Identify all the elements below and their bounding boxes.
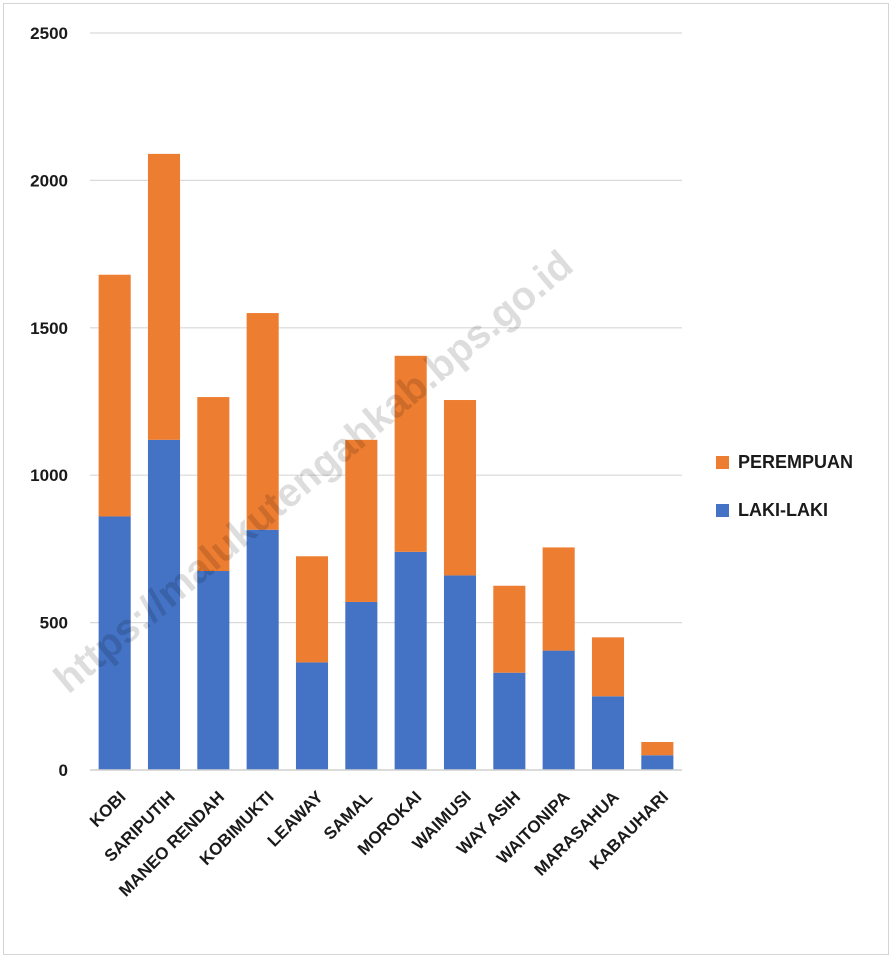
bar-perempuan-kobi [98,274,131,517]
bar-perempuan-morokai [394,355,427,552]
bar-laki-laki-morokai [394,551,427,770]
bar-laki-laki-maneo-rendah [197,571,230,770]
y-tick-label: 0 [59,761,68,780]
legend-swatch [716,456,729,469]
bars [98,153,674,770]
y-tick-label: 1000 [30,466,68,485]
bar-laki-laki-leaway [295,662,329,770]
bar-laki-laki-marasahua [591,696,625,770]
bar-laki-laki-kabauhari [641,755,674,770]
bar-perempuan-kobimukti [246,313,279,530]
bar-perempuan-samal [345,439,378,602]
gridlines [90,32,682,624]
bar-perempuan-way-asih [493,585,526,673]
x-tick-label: MARASAHUA [531,787,623,879]
bar-laki-laki-sariputih [147,439,181,770]
bar-laki-laki-kobi [98,516,131,770]
bar-laki-laki-samal [345,601,378,770]
legend: PEREMPUAN LAKI-LAKI [716,452,853,520]
bar-perempuan-kabauhari [641,741,674,756]
y-tick-label: 1500 [30,319,68,338]
legend-swatch [716,504,729,517]
bar-perempuan-waimusi [443,400,477,576]
legend-label: LAKI-LAKI [738,500,828,520]
bar-perempuan-marasahua [591,637,625,697]
x-tick-label: KOBI [86,787,129,830]
bar-perempuan-leaway [295,556,329,663]
legend-label: PEREMPUAN [738,452,853,472]
y-tick-label: 500 [40,614,68,633]
x-tick-label: LEAWAY [264,787,328,851]
bar-perempuan-waitonipa [542,547,575,651]
bar-laki-laki-waitonipa [542,650,575,770]
y-tick-label: 2500 [30,24,68,43]
y-tick-label: 2000 [30,171,68,190]
bar-perempuan-sariputih [147,153,181,440]
bar-laki-laki-way-asih [493,672,526,770]
y-axis-tick-labels: 0 500 1000 1500 2000 2500 [30,24,68,780]
bar-laki-laki-waimusi [443,575,477,770]
bar-laki-laki-kobimukti [246,529,279,770]
bar-perempuan-maneo-rendah [197,397,230,572]
